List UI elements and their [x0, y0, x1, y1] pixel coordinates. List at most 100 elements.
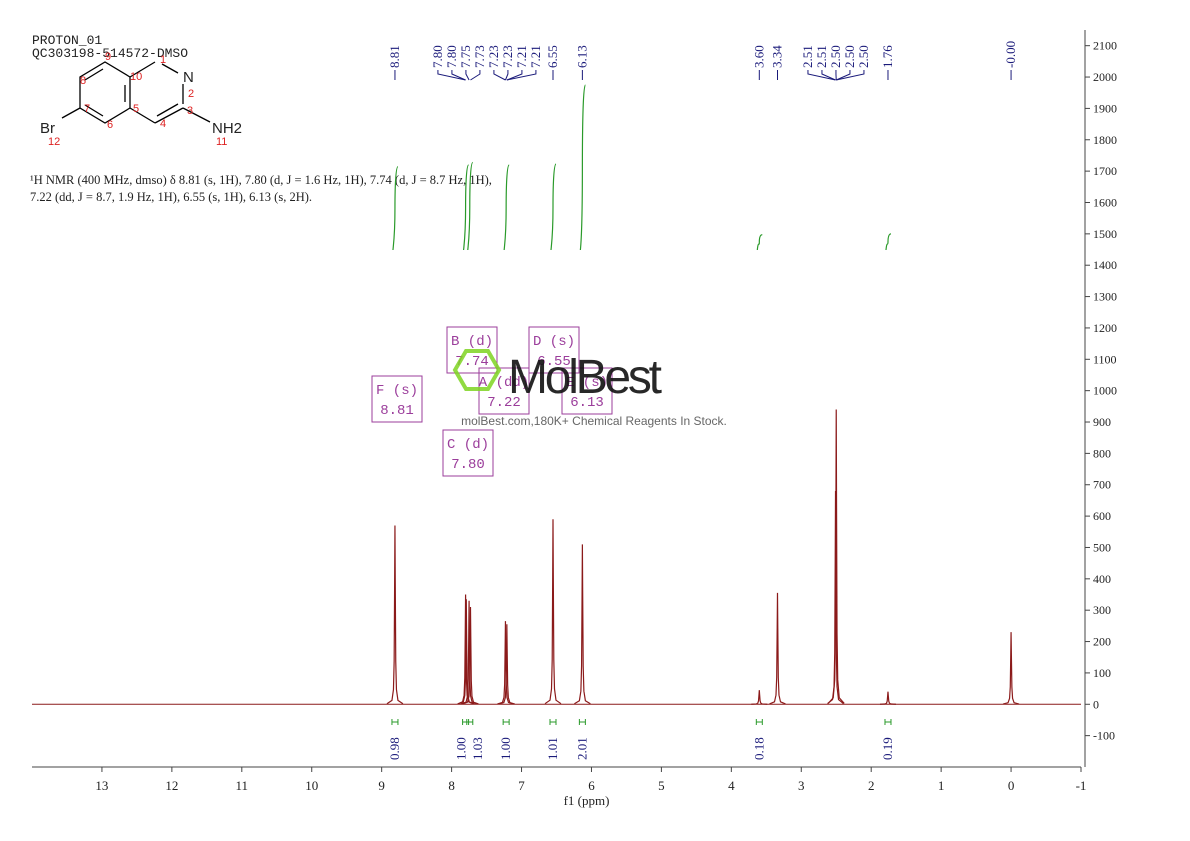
peak-label: 3.34	[769, 45, 784, 68]
y-tick-label: 0	[1093, 697, 1099, 711]
x-tick-label: 12	[165, 778, 178, 793]
peak-label: 6.13	[574, 45, 589, 68]
x-tick-label: 9	[378, 778, 385, 793]
atom-number: 7	[84, 103, 90, 115]
peak-label: 7.80	[444, 45, 459, 68]
nmr-text: ¹H NMR (400 MHz, dmso) δ 8.81 (s, 1H), 7…	[30, 173, 492, 187]
integral-label: 0.98	[387, 737, 402, 760]
peak-label-leader	[506, 70, 523, 81]
integral-bracket	[502, 719, 510, 725]
x-tick-label: 2	[868, 778, 875, 793]
multiplet-label: C (d)	[447, 437, 489, 453]
integral-curve	[756, 234, 763, 251]
peak-label-leader	[465, 70, 470, 81]
peak	[827, 409, 845, 704]
integral-bracket	[549, 719, 557, 725]
peak-label-leader	[470, 70, 481, 81]
multiplet-box	[442, 429, 494, 477]
x-tick-label: 3	[798, 778, 805, 793]
peak	[1002, 632, 1020, 705]
peak-label: 1.76	[880, 45, 895, 68]
watermark-logo	[452, 349, 502, 391]
integral-curve	[550, 163, 557, 251]
peak-label: 2.50	[856, 45, 871, 68]
integral-bracket	[884, 719, 892, 725]
atom-number: 10	[130, 71, 142, 83]
integral-curve	[503, 164, 510, 251]
peak-label-leader	[807, 70, 836, 81]
y-tick-label: 1300	[1093, 290, 1117, 304]
integral-label: 1.03	[470, 737, 485, 760]
atom-number: 4	[160, 118, 166, 130]
x-tick-label: 8	[448, 778, 455, 793]
multiplet-box	[561, 367, 613, 415]
integral-label: 1.00	[498, 737, 513, 760]
y-tick-label: 500	[1093, 540, 1111, 554]
peak	[462, 607, 479, 705]
multiplet-box	[371, 375, 423, 423]
peak-label: 6.55	[545, 45, 560, 68]
peak-label: 7.75	[458, 45, 473, 68]
y-tick-label: 200	[1093, 635, 1111, 649]
multiplet-box	[446, 326, 498, 374]
peak-label: -0.00	[1003, 41, 1018, 68]
peak	[769, 592, 786, 705]
integral-bracket	[391, 719, 399, 725]
peak	[497, 621, 514, 705]
atom-number: 6	[107, 119, 113, 131]
peak	[460, 600, 478, 705]
y-tick-label: 900	[1093, 415, 1111, 429]
peak-label-leader	[493, 70, 506, 81]
peak-label-leader	[506, 70, 537, 81]
watermark-tagline: molBest.com,180K+ Chemical Reagents In S…	[461, 414, 727, 428]
integral-curve	[462, 164, 470, 251]
atom-number: 2	[188, 88, 194, 100]
title: PROTON_01	[32, 33, 102, 48]
y-tick-label: 100	[1093, 666, 1111, 680]
bonds	[61, 61, 211, 124]
multiplet-label: F (s)	[376, 383, 418, 399]
peak-label: 7.23	[486, 45, 501, 68]
atom-number: 9	[105, 51, 111, 63]
peak-label: 7.21	[528, 45, 543, 68]
peak	[386, 525, 404, 705]
integral-curve	[392, 166, 399, 251]
x-tick-label: 13	[95, 778, 108, 793]
multiplet-shift: 8.81	[380, 403, 414, 419]
atom-label: Br	[40, 120, 55, 137]
molecule	[61, 61, 211, 124]
atom-number: 12	[48, 136, 60, 148]
peak	[751, 690, 768, 705]
peak	[574, 544, 591, 705]
peak-label: 7.80	[430, 45, 445, 68]
peak	[544, 519, 562, 705]
atom-label: NH2	[212, 120, 242, 137]
x-tick-label: 0	[1008, 778, 1015, 793]
y-tick-label: 700	[1093, 478, 1111, 492]
multiplet-label: E (s)	[566, 375, 608, 391]
nmr-text: 7.22 (dd, J = 8.7, 1.9 Hz, 1H), 6.55 (s,…	[30, 190, 312, 204]
peak-label: 7.73	[472, 45, 487, 68]
y-tick-label: 1800	[1093, 133, 1117, 147]
integral-label: 0.19	[880, 737, 895, 760]
y-tick-label: 1000	[1093, 384, 1117, 398]
peak-label: 3.60	[751, 45, 766, 68]
atom-number: 11	[216, 136, 227, 148]
x-tick-label: 7	[518, 778, 525, 793]
integral-curve	[467, 161, 474, 251]
atom-label: N	[183, 69, 194, 86]
integral-curve	[885, 233, 892, 251]
y-tick-label: 1500	[1093, 227, 1117, 241]
y-tick-label: 1700	[1093, 164, 1117, 178]
atom-number: 8	[80, 75, 86, 87]
multiplet-box	[528, 326, 580, 374]
peak	[498, 624, 516, 705]
integral-bracket	[578, 719, 586, 725]
watermark-brand: MolBest	[508, 351, 662, 404]
integral-label: 0.18	[751, 737, 766, 760]
integral-label: 2.01	[574, 737, 589, 760]
y-tick-label: 600	[1093, 509, 1111, 523]
